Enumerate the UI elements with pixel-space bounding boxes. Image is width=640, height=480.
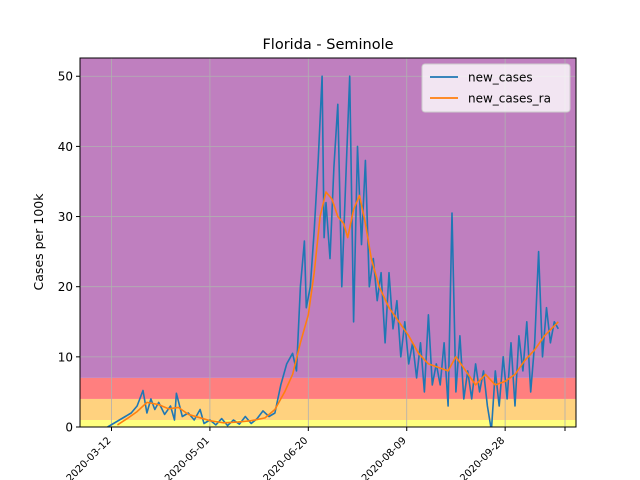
y-tick-label: 30 bbox=[58, 210, 73, 224]
risk-band-2 bbox=[80, 377, 576, 399]
y-tick-label: 50 bbox=[58, 70, 73, 84]
legend: new_cases new_cases_ra bbox=[421, 63, 571, 113]
legend-label: new_cases_ra bbox=[468, 92, 551, 106]
x-tick-label: 2020-06-20 bbox=[262, 435, 311, 480]
y-tick-label: 40 bbox=[58, 140, 73, 154]
x-tick-label: 2020-08-09 bbox=[360, 435, 409, 480]
y-tick-label: 10 bbox=[58, 350, 73, 364]
plot-frame bbox=[79, 57, 577, 428]
x-tick-label: 2020-03-12 bbox=[65, 435, 114, 480]
legend-box bbox=[421, 63, 571, 113]
chart-title: Florida - Seminole bbox=[262, 37, 393, 53]
risk-band-0 bbox=[80, 419, 576, 427]
y-tick-label: 20 bbox=[58, 280, 73, 294]
risk-band-1 bbox=[80, 398, 576, 420]
y-axis-label: Cases per 100k bbox=[31, 193, 46, 291]
series-line-new_cases_ra bbox=[116, 191, 559, 426]
x-tick-label: 2020-05-01 bbox=[163, 435, 212, 480]
x-tick-label: 2020-09-28 bbox=[458, 435, 507, 480]
legend-label: new_cases bbox=[468, 71, 533, 85]
y-tick-label: 0 bbox=[65, 421, 73, 435]
series-line-new_cases bbox=[107, 75, 559, 427]
